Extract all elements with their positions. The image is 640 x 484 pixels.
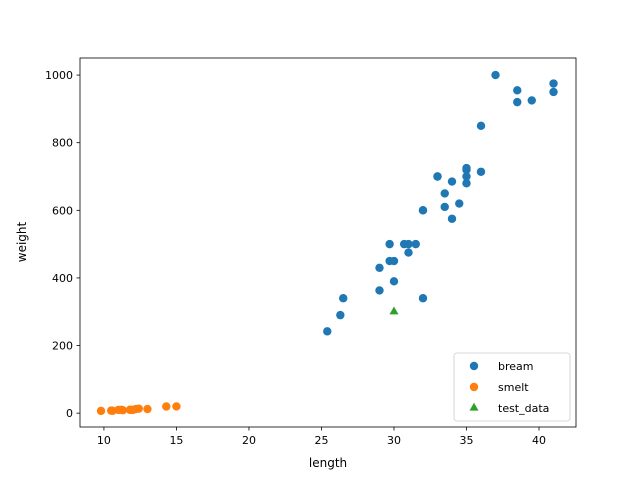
x-tick-label: 30: [387, 434, 401, 447]
data-point-bream: [549, 79, 558, 88]
data-point-smelt: [162, 402, 171, 411]
data-point-bream: [418, 294, 428, 303]
legend-label: smelt: [498, 381, 529, 394]
y-axis: 0 200 400 600 800 1000: [45, 69, 80, 420]
data-point-bream: [336, 310, 345, 320]
data-point-smelt: [172, 402, 181, 411]
y-tick-label: 800: [52, 137, 73, 150]
data-point-bream: [491, 70, 500, 80]
legend-label: test_data: [498, 402, 549, 415]
x-axis-label: length: [309, 456, 347, 470]
data-point-smelt: [134, 404, 143, 413]
legend-marker-test_data: [469, 402, 479, 411]
y-axis-label: weight: [15, 221, 29, 262]
data-point-bream: [385, 239, 394, 249]
data-point-bream: [462, 172, 471, 181]
y-tick-label: 200: [52, 340, 73, 353]
data-point-bream: [447, 177, 457, 186]
legend: bream smelt test_data: [453, 352, 571, 422]
y-tick-label: 1000: [45, 69, 73, 82]
data-point-bream: [404, 248, 413, 257]
data-point-bream: [462, 179, 471, 188]
y-tick-label: 400: [52, 272, 73, 285]
x-tick-label: 40: [532, 434, 546, 447]
legend-marker-smelt: [469, 382, 479, 392]
data-point-bream: [389, 256, 399, 266]
data-point-smelt: [96, 406, 106, 416]
x-tick-label: 10: [97, 434, 111, 447]
data-point-bream: [476, 167, 486, 176]
data-point-bream: [375, 286, 384, 295]
data-point-bream: [527, 96, 536, 105]
x-axis: 10 15 20 25 30 35 40: [97, 427, 546, 447]
legend-marker-bream: [469, 361, 479, 371]
x-tick-label: 20: [242, 434, 256, 447]
data-point-bream: [462, 165, 471, 174]
y-tick-label: 0: [66, 407, 73, 420]
x-tick-label: 15: [169, 434, 183, 447]
x-tick-label: 25: [314, 434, 328, 447]
data-point-bream: [339, 294, 348, 303]
data-point-bream: [389, 277, 399, 286]
data-point-smelt: [118, 406, 127, 415]
data-point-bream: [513, 97, 522, 107]
x-tick-label: 35: [460, 434, 474, 447]
data-point-bream: [404, 239, 413, 249]
data-point-bream: [476, 121, 486, 130]
data-point-bream: [418, 206, 428, 215]
data-point-bream: [549, 87, 558, 97]
data-point-bream: [440, 202, 449, 212]
data-point-bream: [323, 327, 332, 336]
plot-frame: [79, 57, 577, 428]
data-point-bream: [440, 189, 449, 198]
data-point-test_data: [389, 306, 399, 315]
data-point-bream: [513, 86, 522, 95]
plot-area: [79, 57, 577, 428]
data-point-bream: [433, 172, 442, 181]
y-tick-label: 600: [52, 204, 73, 217]
data-point-bream: [455, 199, 464, 208]
data-point-smelt: [143, 404, 152, 414]
legend-label: bream: [498, 360, 534, 373]
data-point-bream: [411, 239, 420, 249]
data-point-bream: [375, 263, 384, 272]
data-point-bream: [447, 214, 457, 223]
legend-box: [453, 352, 571, 422]
